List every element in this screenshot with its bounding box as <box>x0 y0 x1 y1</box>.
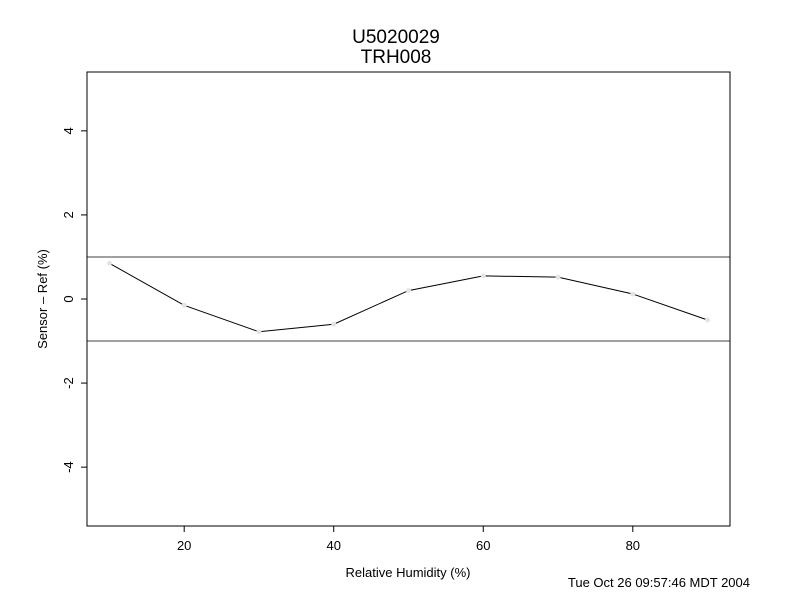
timestamp: Tue Oct 26 09:57:46 MDT 2004 <box>567 575 750 590</box>
y-tick-label: -4 <box>61 461 76 473</box>
chart-subtitle: TRH008 <box>360 47 432 68</box>
data-point <box>705 317 711 323</box>
series-line <box>109 262 708 333</box>
x-tick-label: 80 <box>626 538 640 553</box>
data-point <box>181 302 187 308</box>
series-group <box>106 260 711 335</box>
x-tick-label: 60 <box>476 538 490 553</box>
data-point <box>331 321 337 327</box>
plot-frame <box>86 71 731 527</box>
chart-title: U5020029 <box>352 27 440 48</box>
x-tick-label: 40 <box>326 538 340 553</box>
data-point <box>630 291 636 297</box>
data-point <box>406 288 411 294</box>
x-axis-label: Relative Humidity (%) <box>346 565 471 580</box>
y-axis: -4 -2 0 2 4 <box>61 127 87 473</box>
y-tick-label: 0 <box>61 295 76 302</box>
data-point <box>555 274 561 280</box>
y-tick-label: -2 <box>61 377 76 389</box>
data-point <box>480 273 486 279</box>
y-tick-label: 4 <box>61 127 76 134</box>
x-axis: 20 40 60 80 <box>177 526 640 553</box>
y-tick-label: 2 <box>61 211 76 218</box>
reference-lines <box>87 256 730 342</box>
y-axis-label: Sensor – Ref (%) <box>35 249 50 349</box>
data-point <box>106 260 112 266</box>
data-point <box>256 329 262 335</box>
x-tick-label: 20 <box>177 538 191 553</box>
